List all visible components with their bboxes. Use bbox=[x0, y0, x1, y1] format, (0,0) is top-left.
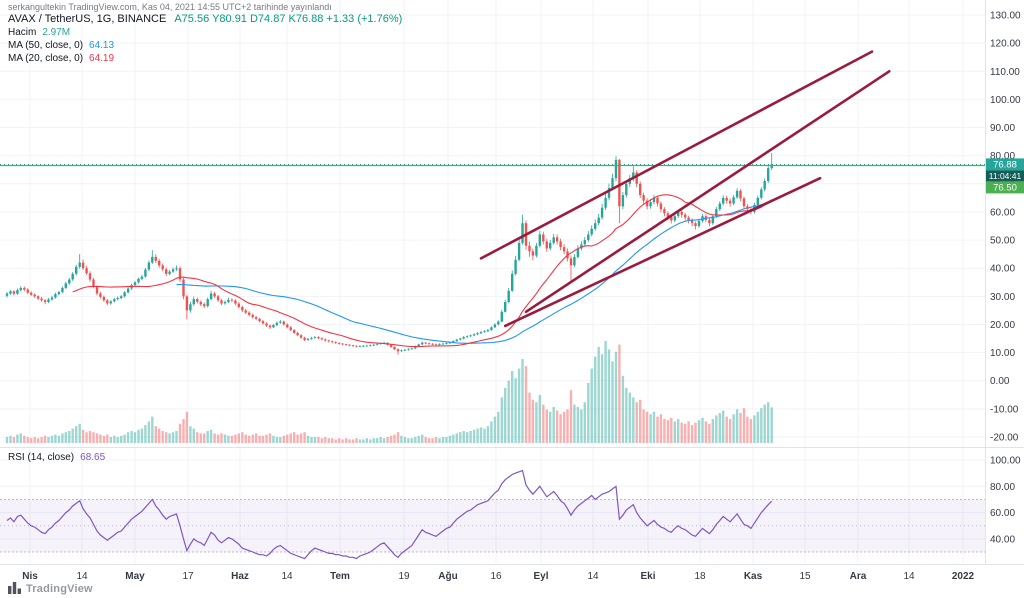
svg-text:14: 14 bbox=[903, 571, 915, 582]
svg-text:0.00: 0.00 bbox=[990, 376, 1010, 387]
price-axis[interactable]: 130.00120.00110.00100.0090.0080.0070.006… bbox=[990, 11, 1021, 546]
time-axis[interactable]: Nis 14 May 17 Haz 14 Tem 19 Ağu 16 Eyl 14 Eki 18 Kas 15… bbox=[22, 571, 974, 582]
symbol-legend: AVAX / TetherUS, 1G, BINANCE A75.56 Y80.9… bbox=[8, 13, 402, 25]
svg-text:16: 16 bbox=[490, 571, 502, 582]
svg-text:40.00: 40.00 bbox=[990, 534, 1015, 545]
rsi-value: 68.65 bbox=[80, 452, 106, 463]
svg-text:76.88: 76.88 bbox=[993, 160, 1017, 171]
svg-text:Haz: Haz bbox=[231, 571, 249, 582]
tradingview-logo[interactable]: TradingView bbox=[8, 582, 93, 595]
svg-text:Tem: Tem bbox=[330, 571, 350, 582]
pane-separators bbox=[0, 0, 1024, 565]
svg-text:80.00: 80.00 bbox=[990, 151, 1015, 162]
svg-text:50.00: 50.00 bbox=[990, 236, 1015, 247]
rsi-line bbox=[6, 469, 773, 560]
svg-text:10.00: 10.00 bbox=[990, 348, 1015, 359]
svg-text:120.00: 120.00 bbox=[990, 39, 1021, 50]
svg-text:40.00: 40.00 bbox=[990, 264, 1015, 275]
ma20-value: 64.19 bbox=[89, 53, 115, 64]
svg-text:130.00: 130.00 bbox=[990, 11, 1021, 22]
svg-text:110.00: 110.00 bbox=[990, 67, 1020, 78]
trend-line-1 bbox=[479, 50, 874, 260]
ma50-line bbox=[176, 200, 772, 344]
svg-text:14: 14 bbox=[281, 571, 293, 582]
volume-legend: Hacim 2.97M bbox=[8, 27, 70, 38]
svg-text:-10.00: -10.00 bbox=[990, 404, 1019, 415]
svg-text:Ara: Ara bbox=[850, 571, 867, 582]
candles bbox=[5, 153, 773, 355]
svg-text:15: 15 bbox=[799, 571, 811, 582]
ma50-label: MA (50, close, 0) bbox=[8, 40, 84, 51]
ma50-legend: MA (50, close, 0) 64.13 bbox=[8, 40, 114, 51]
svg-text:76.50: 76.50 bbox=[993, 183, 1017, 194]
svg-text:Ağu: Ağu bbox=[438, 571, 457, 582]
svg-text:60.00: 60.00 bbox=[990, 207, 1015, 218]
symbol-title: AVAX / TetherUS, 1G, BINANCE bbox=[8, 13, 167, 25]
ma50-value: 64.13 bbox=[89, 40, 115, 51]
volume-label: Hacim bbox=[8, 27, 37, 38]
last-price-label: 76.88 bbox=[986, 158, 1024, 171]
svg-text:90.00: 90.00 bbox=[990, 123, 1015, 134]
svg-text:60.00: 60.00 bbox=[990, 508, 1015, 519]
svg-text:100.00: 100.00 bbox=[990, 456, 1021, 467]
volume-bars bbox=[5, 341, 773, 443]
svg-text:Eki: Eki bbox=[640, 571, 655, 582]
svg-text:2022: 2022 bbox=[952, 571, 975, 582]
ma20-line bbox=[72, 194, 773, 348]
svg-text:17: 17 bbox=[182, 571, 194, 582]
svg-text:19: 19 bbox=[398, 571, 410, 582]
rsi-band bbox=[0, 498, 985, 553]
svg-text:Nis: Nis bbox=[22, 571, 38, 582]
volume-value: 2.97M bbox=[42, 27, 71, 38]
candle-countdown-label: 11:04:41 bbox=[986, 170, 1024, 182]
svg-text:14: 14 bbox=[76, 571, 88, 582]
svg-text:Kas: Kas bbox=[744, 571, 763, 582]
trend-line-2 bbox=[524, 70, 891, 314]
svg-text:14: 14 bbox=[587, 571, 599, 582]
publish-info: serkangultekin TradingView.com, Kas 04, … bbox=[8, 2, 332, 12]
trend-lines[interactable] bbox=[479, 50, 891, 328]
tradingview-wordmark: TradingView bbox=[26, 582, 93, 595]
svg-text:20.00: 20.00 bbox=[990, 320, 1015, 331]
price-line-label: 76.50 bbox=[986, 181, 1024, 194]
ma20-label: MA (20, close, 0) bbox=[8, 53, 84, 64]
svg-text:-20.00: -20.00 bbox=[990, 433, 1019, 444]
tradingview-logo-icon bbox=[8, 582, 21, 594]
svg-text:100.00: 100.00 bbox=[990, 95, 1021, 106]
svg-text:80.00: 80.00 bbox=[990, 482, 1015, 493]
svg-text:30.00: 30.00 bbox=[990, 292, 1015, 303]
svg-text:Eyl: Eyl bbox=[533, 571, 548, 582]
gridlines bbox=[0, 0, 985, 563]
rsi-legend: RSI (14, close) 68.65 bbox=[8, 452, 105, 463]
trend-line-3 bbox=[503, 176, 822, 328]
ohlc-values: A75.56 Y80.91 D74.87 K76.88 +1.33 (+1.76… bbox=[174, 13, 403, 25]
rsi-label: RSI (14, close) bbox=[8, 452, 75, 463]
svg-text:May: May bbox=[125, 571, 145, 582]
ma20-legend: MA (20, close, 0) 64.19 bbox=[8, 53, 114, 64]
svg-text:11:04:41: 11:04:41 bbox=[989, 171, 1022, 181]
svg-text:18: 18 bbox=[694, 571, 706, 582]
